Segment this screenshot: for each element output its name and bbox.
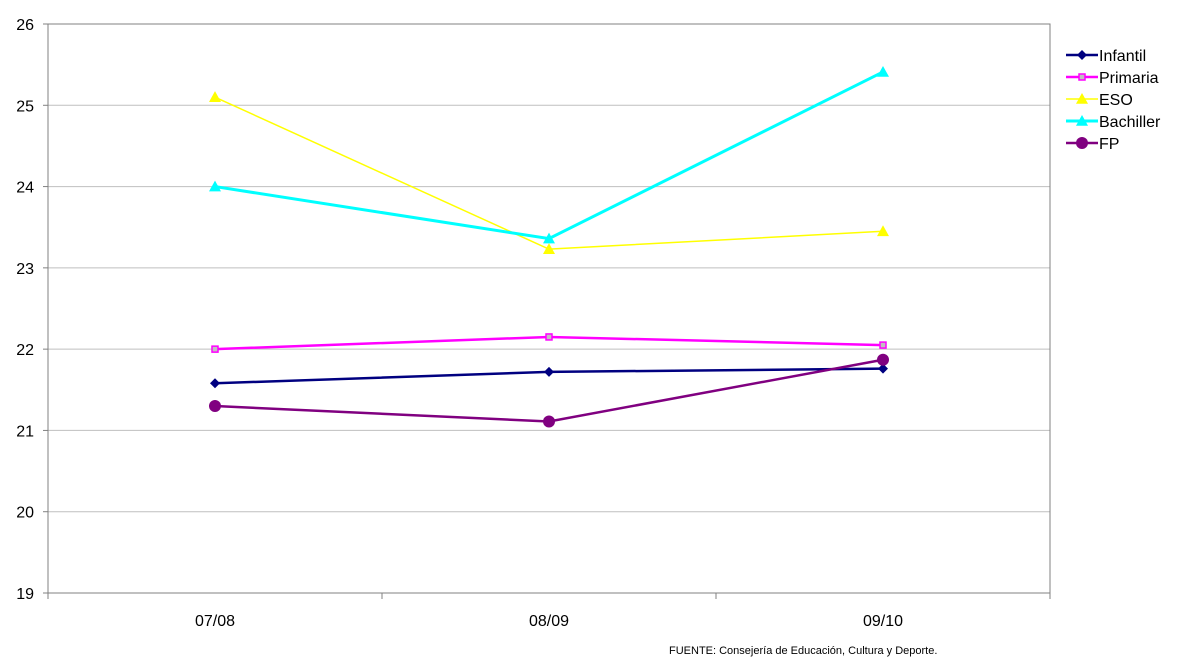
y-tick-label: 23 [16, 261, 34, 278]
legend-label: Primaria [1099, 70, 1159, 87]
series-line [214, 70, 884, 241]
legend-item: ESO [1066, 92, 1133, 109]
point-marker [877, 225, 889, 237]
y-tick-label: 25 [16, 98, 34, 115]
point-marker [209, 91, 221, 102]
series-bachiller [209, 65, 889, 244]
series-line [214, 96, 884, 250]
point-marker [543, 243, 555, 254]
point-marker [211, 345, 219, 353]
point-marker [1077, 50, 1087, 60]
point-marker [543, 415, 555, 428]
point-marker [545, 333, 553, 341]
legend-label: Bachiller [1099, 114, 1161, 131]
point-marker [877, 65, 889, 77]
axes: 19 20 21 22 23 24 25 26 07/08 08/09 09/10 [16, 17, 1051, 630]
grid [48, 104, 1050, 513]
point-marker [1076, 115, 1088, 126]
y-tick-label: 24 [16, 180, 34, 197]
legend-label: FP [1099, 136, 1119, 153]
point-marker [877, 353, 889, 366]
legend-item: FP [1066, 136, 1119, 153]
source-note: FUENTE: Consejería de Educación, Cultura… [669, 645, 938, 657]
point-marker [1076, 93, 1088, 104]
point-marker [1078, 73, 1086, 81]
series-fp [209, 353, 889, 428]
plot-area [47, 23, 1051, 594]
point-marker [879, 341, 887, 349]
point-marker [209, 400, 221, 413]
x-tick-label: 07/08 [195, 613, 235, 630]
point-marker [209, 180, 221, 192]
series-infantil [210, 363, 888, 389]
point-marker [544, 366, 554, 377]
y-tick-label: 22 [16, 342, 34, 359]
x-tick-label: 08/09 [529, 613, 569, 630]
x-tick-label: 09/10 [863, 613, 903, 630]
y-tick-label: 26 [16, 17, 34, 34]
point-marker [543, 232, 555, 244]
legend-item: Infantil [1066, 48, 1146, 65]
series-primaria [211, 333, 887, 353]
legend: Infantil Primaria ESO Bachiller FP [1066, 48, 1161, 153]
legend-label: Infantil [1099, 48, 1146, 65]
series-eso [209, 91, 889, 254]
series [209, 65, 889, 428]
legend-item: Bachiller [1066, 114, 1161, 131]
point-marker [878, 363, 888, 374]
legend-label: ESO [1099, 92, 1133, 109]
point-marker [210, 378, 220, 389]
legend-item: Primaria [1066, 70, 1159, 87]
point-marker [1076, 137, 1088, 149]
y-tick-label: 21 [16, 423, 34, 440]
y-tick-label: 20 [16, 505, 34, 522]
y-tick-label: 19 [16, 586, 34, 603]
